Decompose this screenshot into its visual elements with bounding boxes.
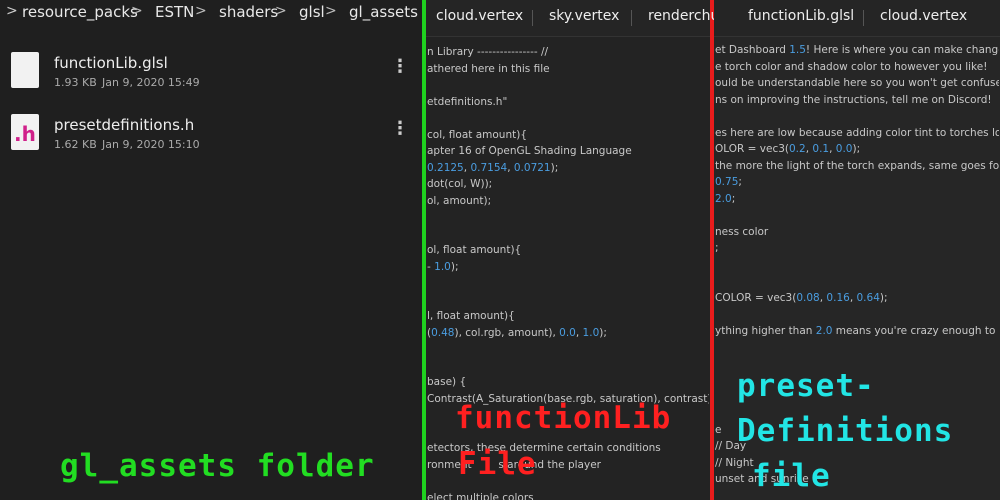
editor-tab[interactable]: cloud.vertex (436, 8, 524, 24)
annotation-functionlib: functionLib (455, 400, 672, 436)
code-line: n Library ---------------- // (427, 46, 549, 58)
code-line: ronment s around the player (427, 458, 601, 471)
code-line: ; (715, 242, 719, 254)
code-line: elect multiple colors (427, 491, 534, 500)
code-line: ything higher than 2.0 means you're craz… (715, 324, 999, 337)
tab-separator (532, 10, 533, 26)
tab-separator (631, 10, 632, 26)
annotation-folder: gl_assets folder (60, 448, 375, 484)
code-line: // Night (715, 456, 754, 469)
breadcrumb-arrow: > (6, 3, 18, 19)
file-name[interactable]: functionLib.glsl (54, 54, 168, 72)
code-line: COLOR = vec3(0.08, 0.16, 0.64); (715, 291, 888, 304)
file-menu[interactable]: ⋮ (391, 56, 409, 77)
file-name[interactable]: presetdefinitions.h (54, 116, 195, 134)
file-size: 1.93 KB (54, 76, 97, 89)
code-line: ol, float amount){ (427, 244, 522, 256)
code-line: base) { (427, 376, 467, 388)
annotation-preset: file (752, 458, 831, 494)
code-line: ns on improving the instructions, tell m… (715, 93, 992, 106)
code-line: etectors, these determine certain condit… (427, 442, 661, 454)
code-line: unset and sunrise (715, 473, 809, 485)
breadcrumb-separator: > (131, 3, 143, 19)
breadcrumb-separator: > (275, 3, 287, 19)
code-line: apter 16 of OpenGL Shading Language (427, 145, 632, 157)
code-line: // Day (715, 440, 747, 452)
code-line: 0.2125, 0.7154, 0.0721); (427, 161, 559, 174)
editor-tab[interactable]: cloud.vertex (880, 8, 968, 24)
code-line: athered here in this file (427, 62, 550, 75)
breadcrumb-item[interactable]: ESTN (155, 3, 195, 21)
tab-bar (426, 0, 710, 37)
code-line: es here are low because adding color tin… (715, 126, 999, 139)
code-line: ness color (715, 225, 769, 238)
file-panel (0, 0, 422, 500)
file-icon-label: .h (14, 122, 36, 146)
file-date: Jan 9, 2020 15:49 (102, 76, 200, 89)
breadcrumb-item[interactable]: gl_assets (349, 3, 418, 21)
breadcrumb-item[interactable]: resource_packs (22, 3, 138, 21)
annotation-preset: preset- (737, 368, 875, 404)
green-divider (422, 0, 426, 500)
editor-tab[interactable]: sky.vertex (549, 8, 620, 24)
code-line: OLOR = vec3(0.2, 0.1, 0.0); (715, 143, 861, 155)
code-line: the more the light of the torch expands,… (715, 159, 999, 172)
code-line: (0.48), col.rgb, amount), 0.0, 1.0); (427, 326, 607, 339)
code-line: 2.0; (715, 192, 736, 205)
code-line: et Dashboard 1.5! Here is where you can … (715, 44, 999, 56)
breadcrumb-item[interactable]: shaders (219, 3, 279, 21)
right-editor (714, 0, 1000, 500)
tab-bar (714, 0, 1000, 37)
file-date: Jan 9, 2020 15:10 (102, 138, 200, 151)
code-line: col, float amount){ (427, 128, 528, 141)
code-line: 0.75; (715, 176, 742, 188)
red-divider (710, 0, 714, 500)
code-line: ol, amount); (427, 194, 492, 207)
code-line: Contrast(A_Saturation(base.rgb, saturati… (427, 392, 709, 405)
file-icon[interactable] (11, 52, 39, 88)
annotation-functionlib: File (458, 446, 537, 482)
code-line: - 1.0); (427, 260, 459, 273)
middle-editor (426, 0, 710, 500)
breadcrumb-separator: > (325, 3, 337, 19)
breadcrumb-item[interactable]: glsl (299, 3, 325, 21)
breadcrumb-separator: > (195, 3, 207, 19)
file-menu[interactable]: ⋮ (391, 118, 409, 139)
code-line: e torch color and shadow color to howeve… (715, 60, 988, 73)
file-icon[interactable] (11, 114, 39, 150)
code-line: etdefinitions.h" (427, 95, 508, 108)
code-line: dot(col, W)); (427, 178, 493, 190)
code-line: ould be understandable here so you won't… (715, 77, 999, 89)
editor-tab[interactable]: renderchu (648, 8, 720, 24)
file-size: 1.62 KB (54, 138, 97, 151)
editor-tab[interactable]: functionLib.glsl (748, 8, 855, 24)
code-line: l, float amount){ (427, 310, 515, 322)
annotation-preset: Definitions (737, 413, 954, 449)
tab-separator (863, 10, 864, 26)
code-line: e (715, 423, 722, 436)
